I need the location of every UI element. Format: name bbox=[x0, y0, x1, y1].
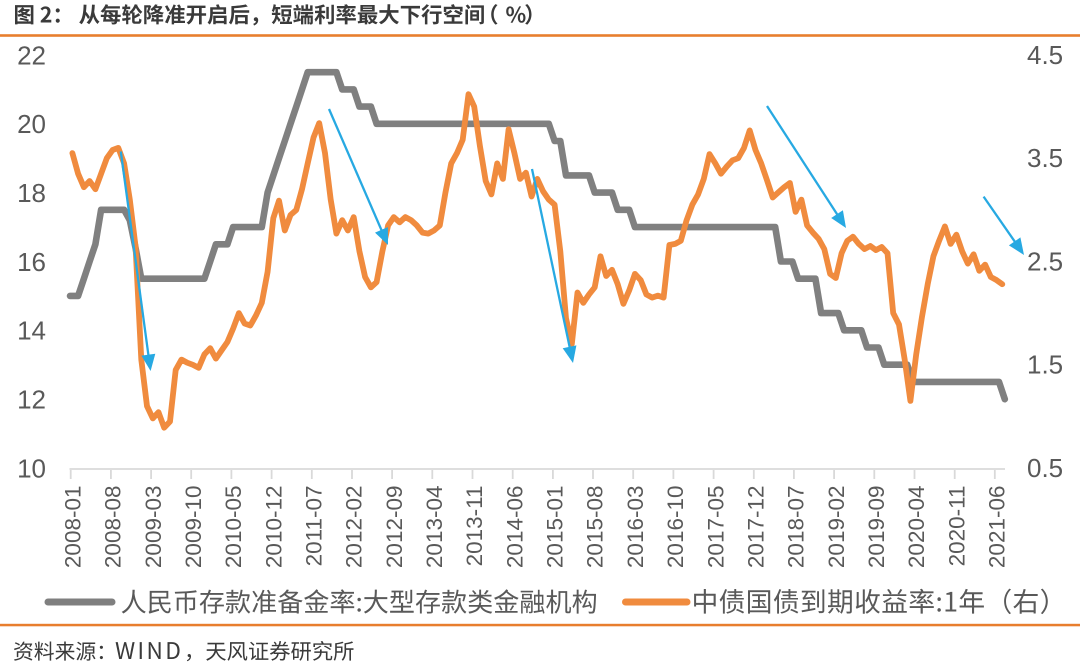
svg-text:18: 18 bbox=[17, 178, 46, 208]
svg-text:2016-10: 2016-10 bbox=[663, 486, 688, 569]
svg-text:2018-07: 2018-07 bbox=[784, 486, 809, 569]
svg-text:2010-05: 2010-05 bbox=[221, 486, 246, 569]
svg-text:12: 12 bbox=[17, 385, 46, 415]
svg-text:2017-05: 2017-05 bbox=[703, 486, 728, 569]
svg-text:2020-11: 2020-11 bbox=[944, 486, 969, 567]
svg-text:2010-12: 2010-12 bbox=[261, 486, 286, 569]
svg-text:2013-04: 2013-04 bbox=[422, 486, 447, 569]
svg-text:2019-02: 2019-02 bbox=[824, 486, 849, 569]
svg-text:10: 10 bbox=[17, 453, 46, 483]
svg-text:3.5: 3.5 bbox=[1027, 143, 1063, 173]
svg-text:2019-09: 2019-09 bbox=[864, 486, 889, 569]
svg-text:20: 20 bbox=[17, 109, 46, 139]
svg-text:2014-06: 2014-06 bbox=[502, 486, 527, 569]
svg-text:2012-09: 2012-09 bbox=[382, 486, 407, 569]
svg-text:2009-03: 2009-03 bbox=[141, 486, 166, 569]
svg-text:16: 16 bbox=[17, 247, 46, 277]
svg-text:2.5: 2.5 bbox=[1027, 246, 1063, 276]
svg-text:2021-06: 2021-06 bbox=[985, 486, 1010, 569]
svg-text:2008-01: 2008-01 bbox=[60, 486, 85, 569]
svg-text:2012-02: 2012-02 bbox=[342, 486, 367, 569]
svg-text:2011-07: 2011-07 bbox=[302, 486, 327, 567]
svg-text:2015-01: 2015-01 bbox=[543, 486, 568, 569]
svg-text:4.5: 4.5 bbox=[1027, 40, 1063, 70]
svg-text:22: 22 bbox=[17, 40, 46, 70]
svg-text:14: 14 bbox=[17, 316, 46, 346]
svg-text:2020-04: 2020-04 bbox=[904, 486, 929, 569]
svg-text:2017-12: 2017-12 bbox=[744, 486, 769, 569]
svg-text:2008-08: 2008-08 bbox=[101, 486, 126, 569]
svg-text:2016-03: 2016-03 bbox=[623, 486, 648, 569]
svg-text:2013-11: 2013-11 bbox=[462, 486, 487, 567]
svg-text:0.5: 0.5 bbox=[1027, 453, 1063, 483]
svg-text:1.5: 1.5 bbox=[1027, 350, 1063, 380]
svg-text:2015-08: 2015-08 bbox=[583, 486, 608, 569]
svg-text:2009-10: 2009-10 bbox=[181, 486, 206, 569]
